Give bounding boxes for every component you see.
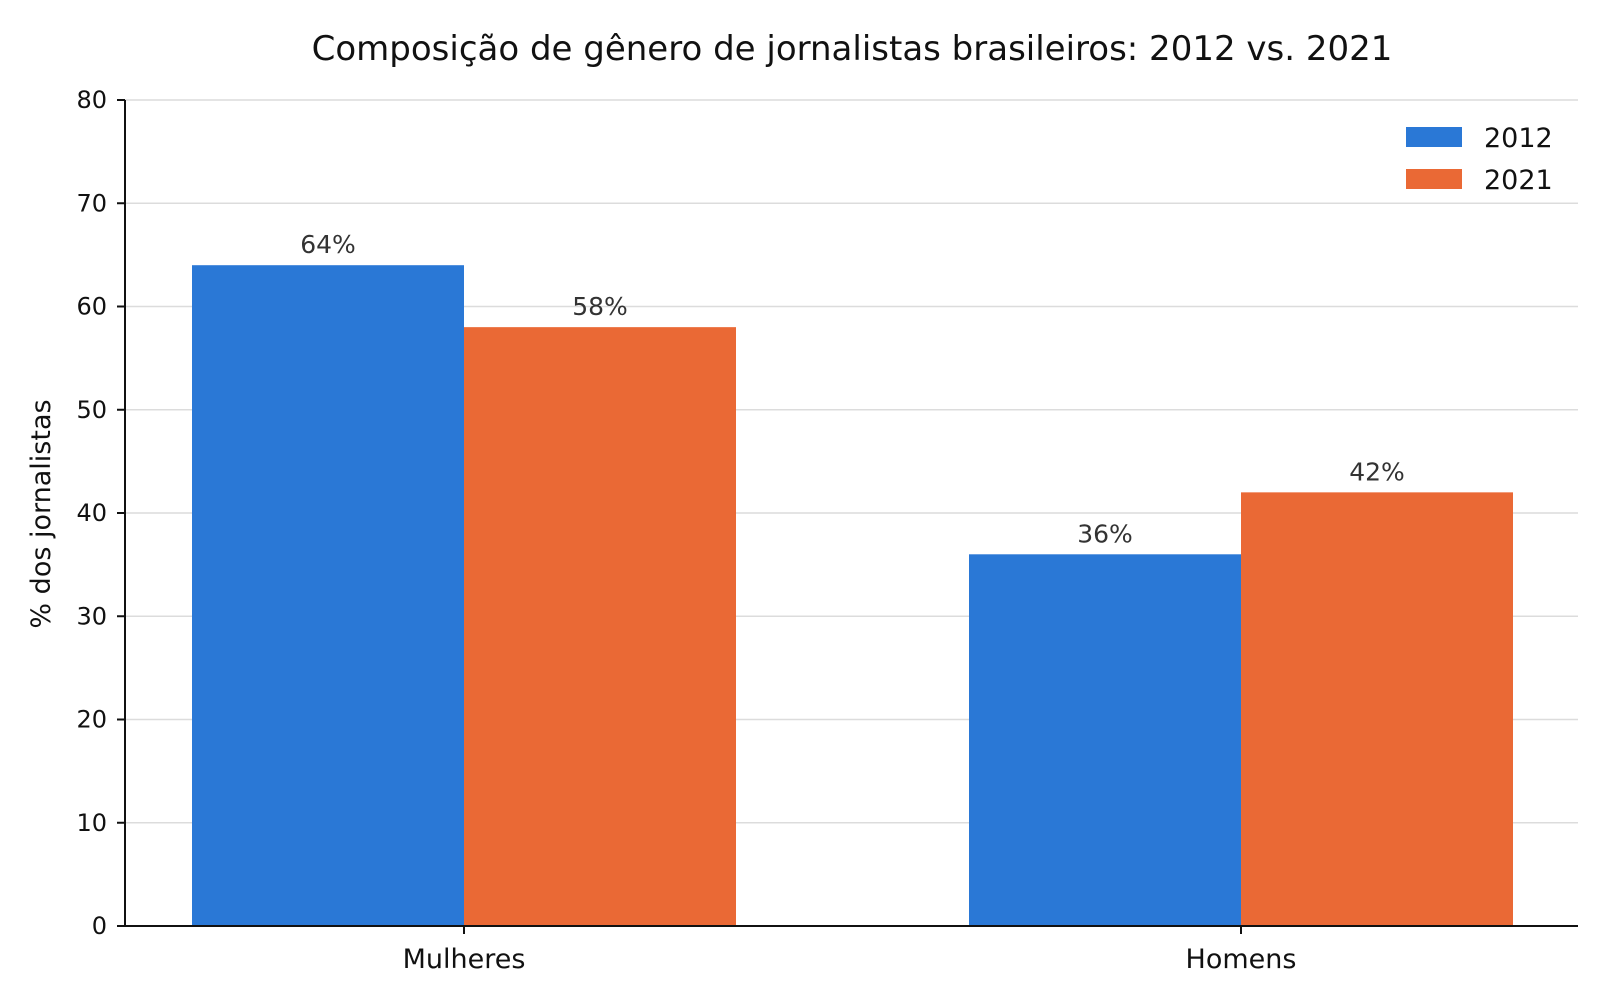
data-label: 58% bbox=[572, 292, 628, 321]
y-tick-label: 70 bbox=[76, 189, 107, 217]
bar-2021-mulheres bbox=[464, 327, 736, 926]
y-axis-label: % dos jornalistas bbox=[26, 399, 57, 628]
y-tick-label: 60 bbox=[76, 293, 107, 321]
legend-label-2021: 2021 bbox=[1484, 165, 1553, 196]
y-tick-label: 50 bbox=[76, 396, 107, 424]
legend-label-2012: 2012 bbox=[1484, 123, 1553, 154]
y-tick-label: 80 bbox=[76, 86, 107, 114]
y-tick-label: 30 bbox=[76, 602, 107, 630]
y-tick-label: 10 bbox=[76, 809, 107, 837]
y-tick-label: 0 bbox=[92, 912, 107, 940]
x-tick-label: Mulheres bbox=[403, 944, 526, 975]
bar-2012-mulheres bbox=[192, 265, 464, 926]
chart-title: Composição de gênero de jornalistas bras… bbox=[312, 29, 1393, 69]
y-tick-label: 20 bbox=[76, 706, 107, 734]
legend: 2012 2021 bbox=[1406, 123, 1553, 196]
axes: 0 10 20 30 40 50 60 70 80 Mulheres Homens bbox=[76, 86, 1578, 975]
y-tick-label: 40 bbox=[76, 499, 107, 527]
bar-2012-homens bbox=[969, 554, 1241, 926]
data-label: 64% bbox=[300, 230, 356, 259]
legend-swatch-2012 bbox=[1406, 127, 1462, 147]
x-tick-label: Homens bbox=[1186, 944, 1297, 975]
legend-swatch-2021 bbox=[1406, 169, 1462, 189]
data-label: 36% bbox=[1077, 519, 1133, 548]
bar-2021-homens bbox=[1241, 492, 1513, 926]
data-labels: 64% 58% 36% 42% bbox=[300, 230, 1405, 548]
data-label: 42% bbox=[1349, 457, 1405, 486]
bars bbox=[192, 265, 1513, 926]
